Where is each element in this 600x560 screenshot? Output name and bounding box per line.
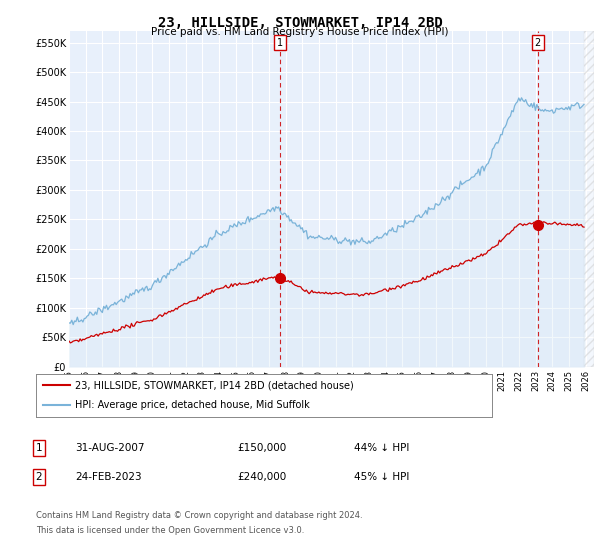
Text: This data is licensed under the Open Government Licence v3.0.: This data is licensed under the Open Gov… bbox=[36, 526, 304, 535]
Text: 45% ↓ HPI: 45% ↓ HPI bbox=[354, 472, 409, 482]
Text: Contains HM Land Registry data © Crown copyright and database right 2024.: Contains HM Land Registry data © Crown c… bbox=[36, 511, 362, 520]
Text: 31-AUG-2007: 31-AUG-2007 bbox=[75, 443, 145, 453]
Text: 23, HILLSIDE, STOWMARKET, IP14 2BD (detached house): 23, HILLSIDE, STOWMARKET, IP14 2BD (deta… bbox=[75, 380, 353, 390]
Text: 2: 2 bbox=[35, 472, 43, 482]
Text: 1: 1 bbox=[35, 443, 43, 453]
Text: £150,000: £150,000 bbox=[237, 443, 286, 453]
Text: 24-FEB-2023: 24-FEB-2023 bbox=[75, 472, 142, 482]
Text: 44% ↓ HPI: 44% ↓ HPI bbox=[354, 443, 409, 453]
Text: HPI: Average price, detached house, Mid Suffolk: HPI: Average price, detached house, Mid … bbox=[75, 400, 310, 410]
Text: 23, HILLSIDE, STOWMARKET, IP14 2BD: 23, HILLSIDE, STOWMARKET, IP14 2BD bbox=[158, 16, 442, 30]
Text: £240,000: £240,000 bbox=[237, 472, 286, 482]
Text: 2: 2 bbox=[535, 38, 541, 48]
Text: Price paid vs. HM Land Registry's House Price Index (HPI): Price paid vs. HM Land Registry's House … bbox=[151, 27, 449, 37]
Text: 1: 1 bbox=[277, 38, 283, 48]
